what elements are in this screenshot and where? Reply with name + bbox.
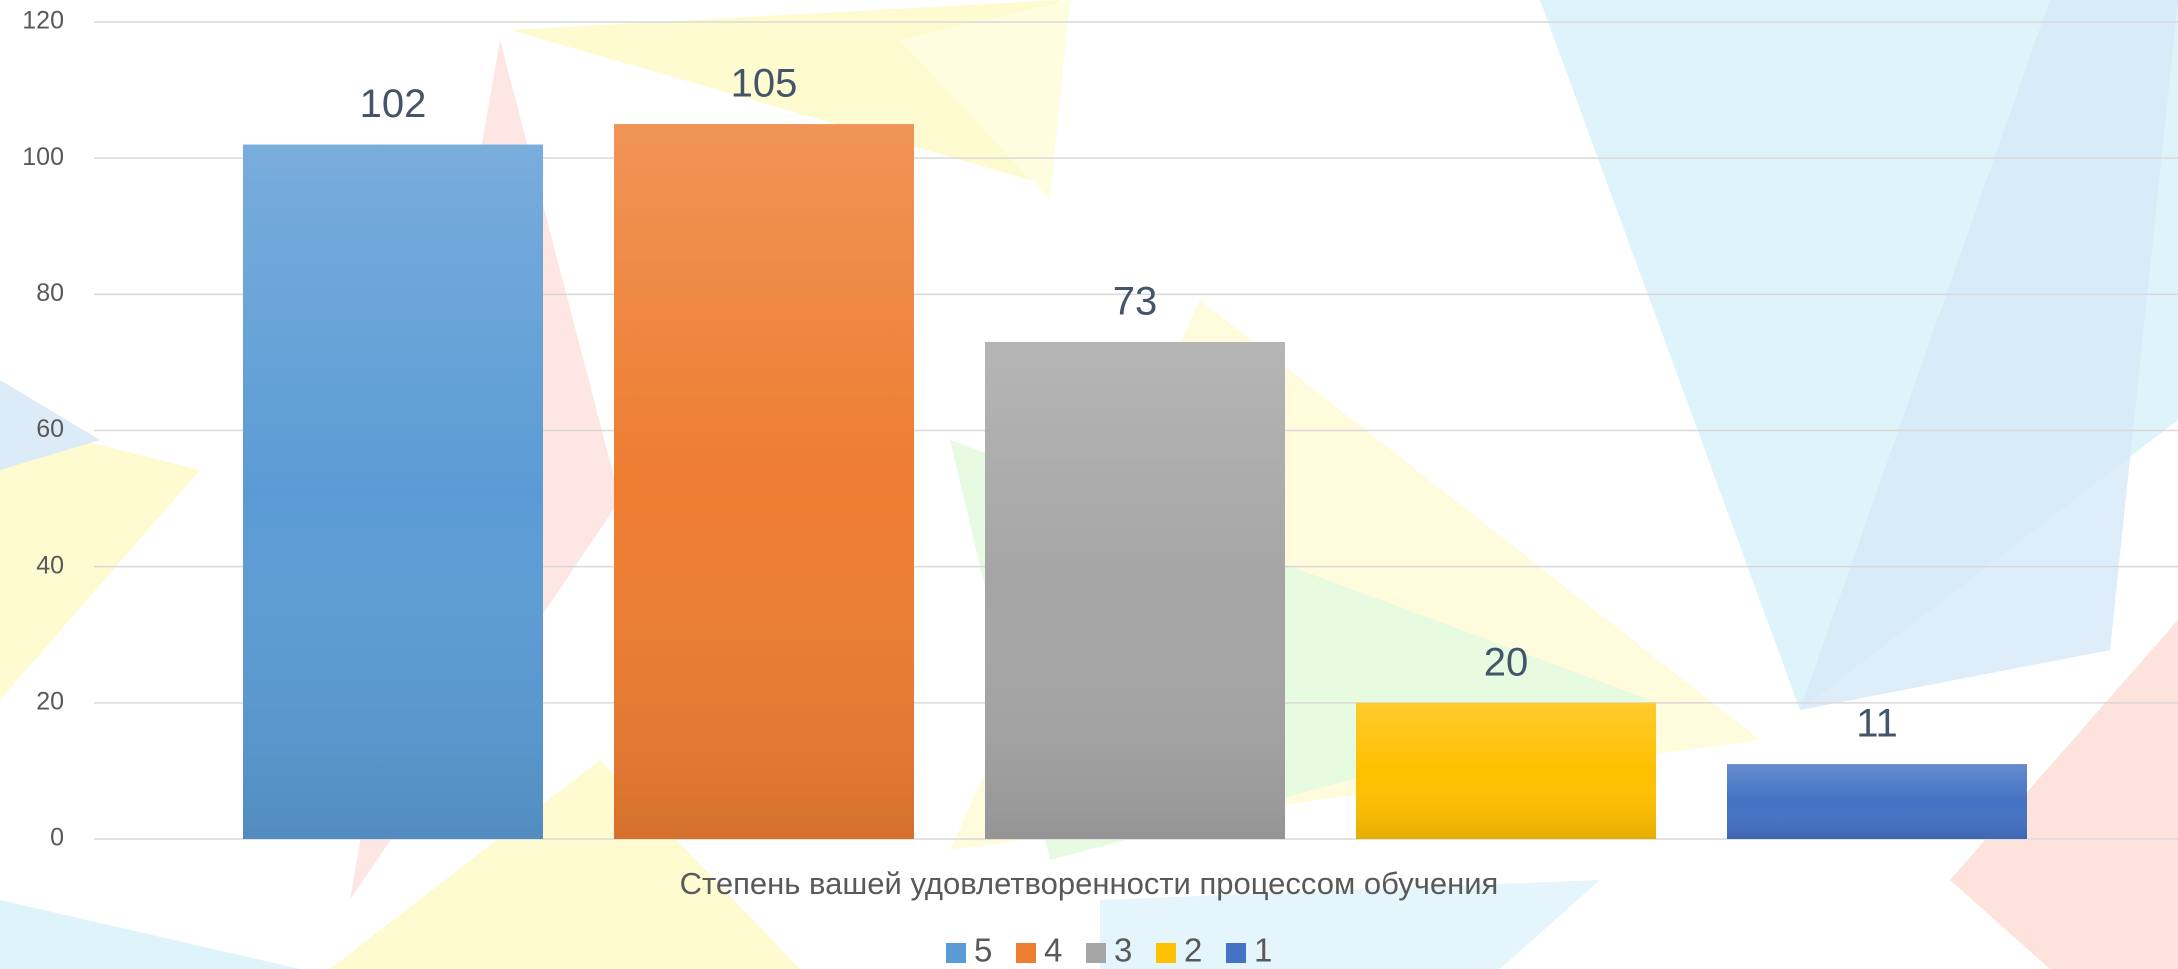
y-tick-label: 20 — [36, 687, 64, 715]
y-tick-label: 120 — [22, 7, 64, 35]
y-tick-label: 0 — [50, 824, 64, 852]
legend-swatch — [1226, 943, 1246, 963]
legend-swatch — [1016, 943, 1036, 963]
category-label: Степень вашей удовлетворенности процессо… — [680, 866, 1499, 901]
data-label: 11 — [1856, 702, 1898, 746]
bar-shade — [985, 341, 1285, 839]
data-label: 105 — [731, 62, 798, 106]
legend-label: 2 — [1184, 932, 1202, 969]
data-label: 102 — [360, 82, 427, 126]
y-tick-label: 60 — [36, 415, 64, 443]
bar-shade — [614, 124, 914, 839]
data-label: 73 — [1113, 280, 1158, 324]
legend-label: 4 — [1044, 932, 1062, 969]
bg-shape — [0, 420, 200, 700]
bar-shade — [243, 144, 543, 840]
bg-shape — [1100, 880, 1600, 969]
legend-swatch — [946, 943, 966, 963]
bar-shade — [1727, 764, 2027, 839]
bg-shape — [330, 760, 800, 969]
y-tick-label: 100 — [22, 143, 64, 171]
bg-shape — [0, 900, 300, 969]
bg-shape — [1950, 620, 2178, 969]
y-tick-label: 80 — [36, 279, 64, 307]
data-label: 20 — [1484, 640, 1529, 684]
legend-swatch — [1156, 943, 1176, 963]
legend-label: 3 — [1114, 932, 1132, 969]
legend-swatch — [1086, 943, 1106, 963]
bg-shape — [0, 380, 100, 470]
bg-shape — [1800, 0, 2178, 710]
legend-label: 5 — [974, 932, 992, 969]
bar-shade — [1356, 702, 1656, 839]
legend-label: 1 — [1254, 932, 1272, 969]
y-tick-label: 40 — [36, 551, 64, 579]
bg-shape — [900, 0, 1070, 200]
